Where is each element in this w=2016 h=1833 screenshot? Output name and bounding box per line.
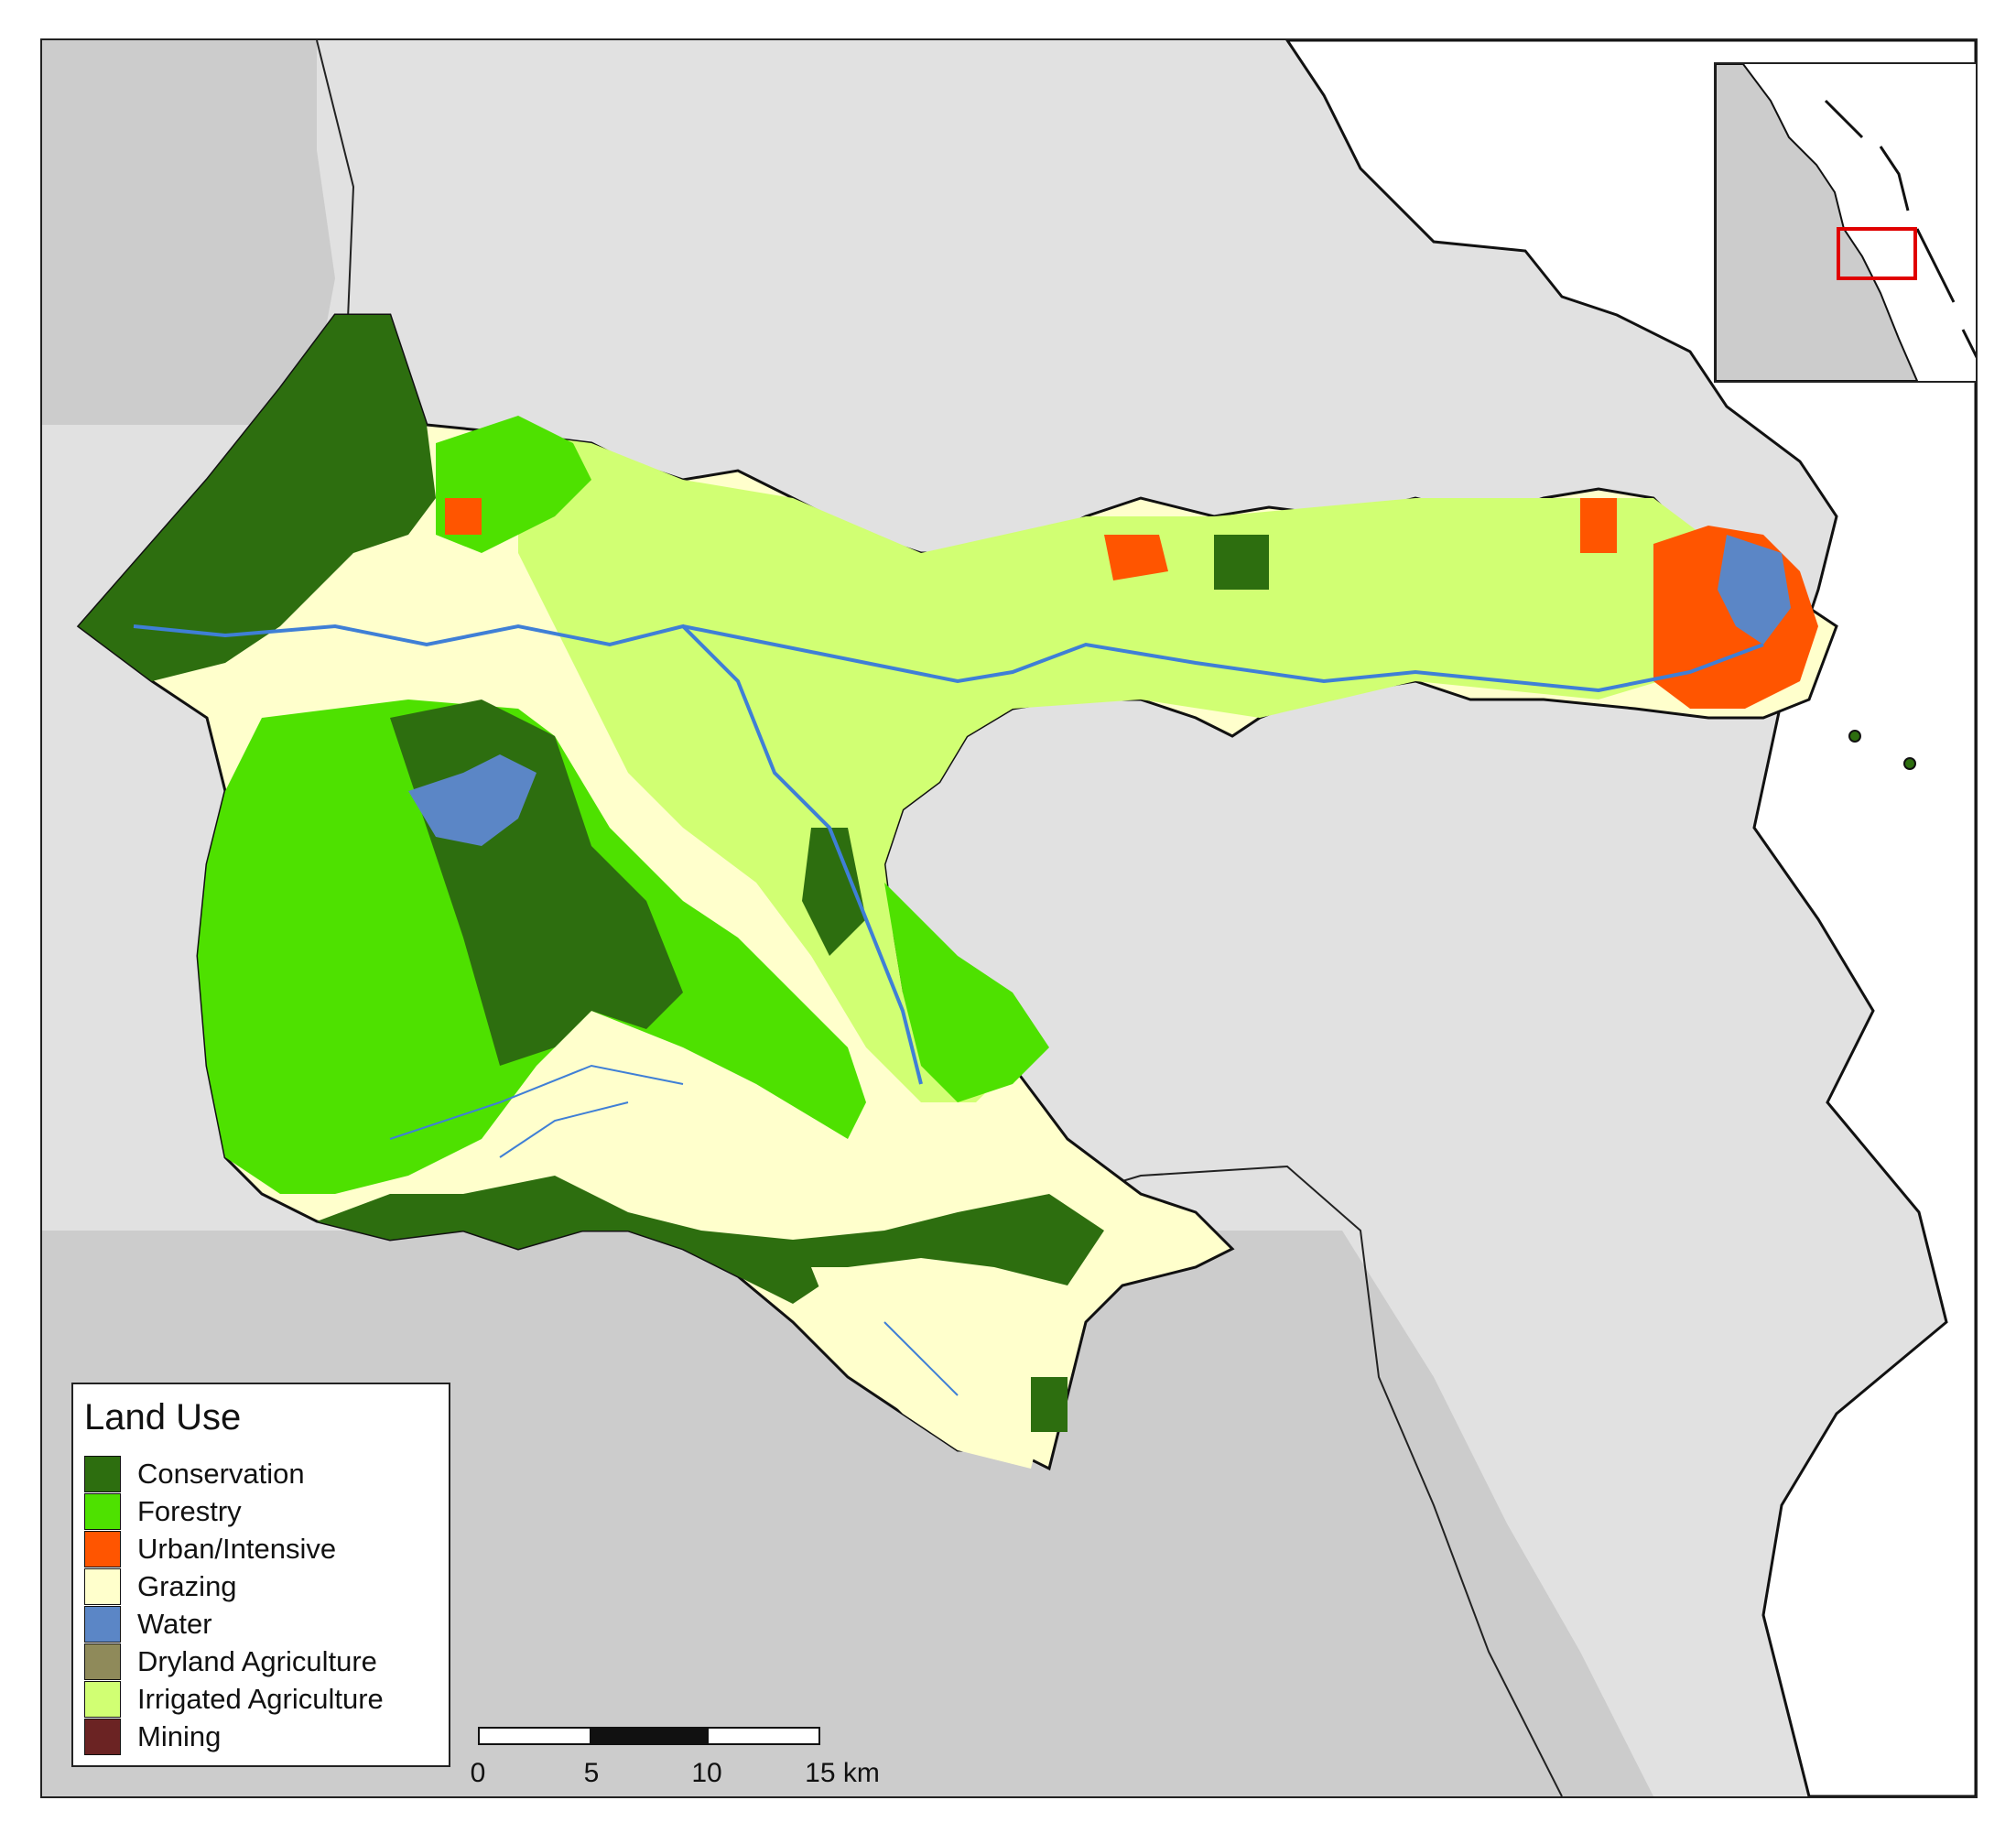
forestry-swatch <box>84 1493 121 1530</box>
legend-title: Land Use <box>84 1397 242 1437</box>
scale-bar-label-0: 0 <box>470 1758 486 1788</box>
grazing-swatch <box>84 1568 121 1605</box>
catchment-urban-patch-1 <box>1104 535 1168 580</box>
catchment-conservation-patch-2 <box>802 828 866 956</box>
scale-bar-label-10: 10 <box>691 1758 722 1788</box>
map-frame: Land Use Conservation Forestry Urban/Inten… <box>40 38 1978 1798</box>
catchment-conservation-south <box>317 1176 1104 1304</box>
west-land-dark <box>42 40 335 425</box>
catchment-forestry-east <box>884 883 1049 1102</box>
legend-item: Urban/Intensive <box>84 1531 336 1567</box>
legend-label: Dryland Agriculture <box>137 1645 377 1677</box>
legend-label: Urban/Intensive <box>137 1533 337 1565</box>
legend-label: Grazing <box>137 1570 237 1602</box>
scale-bar: 0 5 10 15 km <box>471 1727 880 1796</box>
scale-bar-label-5: 5 <box>583 1758 600 1788</box>
island-1 <box>1848 730 1861 743</box>
legend-item: Conservation <box>84 1456 305 1492</box>
main-map <box>42 40 1976 1796</box>
tributary-south <box>389 1064 959 1396</box>
legend: Land Use Conservation Forestry Urban/Inten… <box>71 1383 450 1767</box>
legend-item: Dryland Agriculture <box>84 1643 377 1680</box>
mining-swatch <box>84 1719 121 1755</box>
catchment-conservation-west <box>79 315 436 681</box>
catchment-conservation-patch-3 <box>1031 1377 1068 1432</box>
scale-bar-label-15km: 15 km <box>805 1758 880 1788</box>
legend-label: Water <box>137 1608 212 1640</box>
legend-label: Conservation <box>137 1458 305 1490</box>
inset-svg <box>1716 64 1976 381</box>
legend-label: Irrigated Agriculture <box>137 1683 384 1715</box>
legend-item: Forestry <box>84 1493 242 1530</box>
irrigated-agriculture-swatch <box>84 1681 121 1718</box>
legend-item: Mining <box>84 1719 221 1755</box>
locator-inset-map <box>1714 62 1976 383</box>
catchment-urban-patch-3 <box>445 498 482 535</box>
main-river <box>133 624 1764 1085</box>
legend-item: Water <box>84 1606 212 1643</box>
catchment-conservation-patch-1 <box>1214 535 1269 590</box>
legend-item: Grazing <box>84 1568 237 1605</box>
legend-label: Mining <box>137 1720 222 1752</box>
scale-bar-segment-1 <box>478 1727 591 1745</box>
urban-intensive-swatch <box>84 1531 121 1567</box>
inset-islands <box>1824 99 1976 359</box>
dryland-agriculture-swatch <box>84 1643 121 1680</box>
legend-item: Irrigated Agriculture <box>84 1681 384 1718</box>
catchment-urban-patch-2 <box>1580 498 1617 553</box>
catchment-water-dam <box>408 754 537 846</box>
scale-bar-segment-2 <box>591 1727 707 1745</box>
legend-label: Forestry <box>137 1495 242 1527</box>
catchment-grazing-south-lobe <box>811 1267 1068 1469</box>
conservation-swatch <box>84 1456 121 1492</box>
inset-extent-highlight <box>1837 227 1917 280</box>
island-2 <box>1903 757 1916 770</box>
water-swatch <box>84 1606 121 1643</box>
catchment-water-estuary <box>1718 535 1791 645</box>
scale-bar-segment-3 <box>707 1727 820 1745</box>
